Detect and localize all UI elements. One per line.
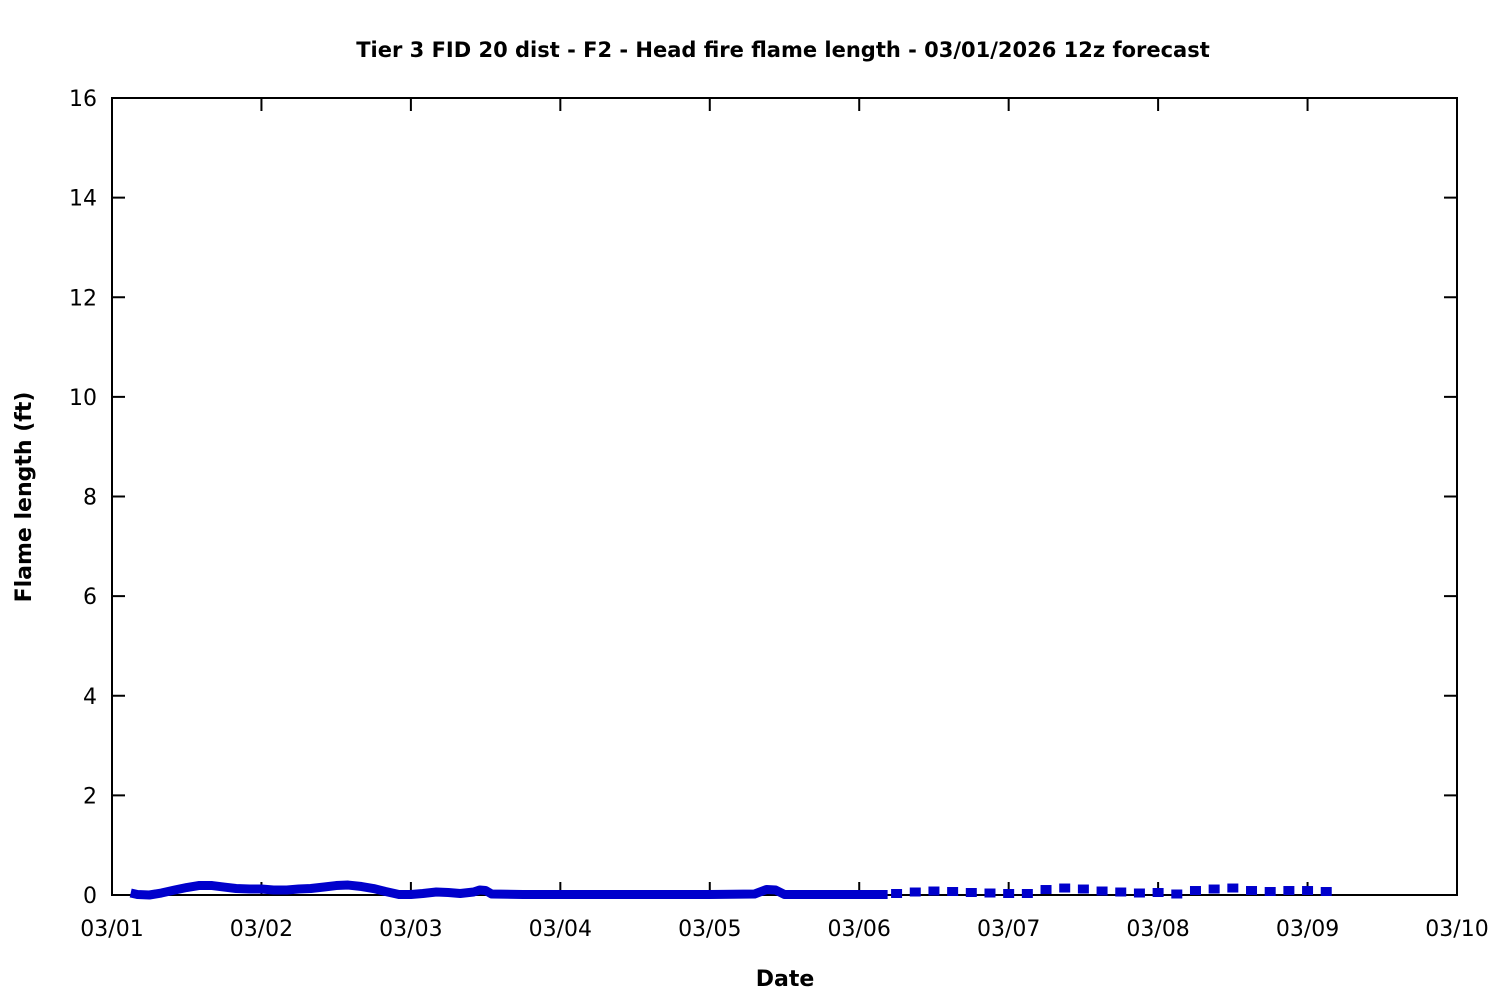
- forecast-flame-length-marker: [1227, 883, 1239, 893]
- forecast-flame-length-marker: [1115, 887, 1127, 897]
- x-tick-label: 03/04: [529, 917, 592, 942]
- y-tick-label: 16: [69, 87, 97, 112]
- forecast-flame-length-marker: [947, 887, 959, 897]
- y-tick-label: 2: [83, 784, 97, 809]
- y-axis-label: Flame length (ft): [12, 392, 37, 603]
- y-tick-label: 6: [83, 585, 97, 610]
- y-tick-label: 14: [69, 187, 97, 212]
- observed-flame-length-line: [129, 880, 888, 900]
- y-tick-label: 0: [83, 884, 97, 909]
- forecast-flame-length-marker: [1003, 889, 1015, 899]
- forecast-flame-length-marker: [1302, 886, 1314, 896]
- axes-layer: 03/01 03/02 03/03 03/04 03/05 03/06 03/07 03/08…: [69, 87, 1489, 942]
- forecast-flame-length-marker: [1283, 886, 1295, 896]
- x-tick-label: 03/05: [678, 917, 741, 942]
- x-axis-label: Date: [756, 967, 815, 992]
- forecast-flame-length-marker: [1208, 884, 1220, 894]
- x-tick-label: 03/10: [1425, 917, 1488, 942]
- x-tick-label: 03/06: [828, 917, 891, 942]
- x-tick-label: 03/08: [1126, 917, 1189, 942]
- forecast-flame-length-marker: [1096, 886, 1108, 896]
- y-tick-label: 8: [83, 486, 97, 511]
- x-tick-label: 03/07: [977, 917, 1040, 942]
- forecast-flame-length-marker: [1077, 884, 1089, 894]
- forecast-flame-length-marker: [1059, 883, 1071, 893]
- forecast-flame-length-marker: [1171, 889, 1183, 899]
- forecast-flame-length-marker: [1021, 889, 1033, 899]
- plot-border: [111, 97, 1458, 896]
- forecast-flame-length-marker: [965, 888, 977, 898]
- x-tick-label: 03/01: [80, 917, 143, 942]
- forecast-flame-length-marker: [1246, 886, 1258, 896]
- y-tick-label: 10: [69, 386, 97, 411]
- forecast-flame-length-marker: [1040, 885, 1052, 895]
- forecast-flame-length-marker: [1264, 887, 1276, 897]
- forecast-flame-length-marker: [909, 887, 921, 897]
- x-tick-label: 03/09: [1276, 917, 1339, 942]
- forecast-flame-length-marker: [1189, 886, 1201, 896]
- x-tick-label: 03/03: [379, 917, 442, 942]
- forecast-flame-length-marker: [891, 889, 903, 899]
- forecast-flame-length-marker: [1152, 888, 1164, 898]
- forecast-flame-length-marker: [928, 886, 940, 896]
- forecast-flame-length-marker: [984, 888, 996, 898]
- data-layer: [129, 880, 1332, 900]
- forecast-flame-length-marker: [1320, 887, 1332, 897]
- y-tick-label: 12: [69, 286, 97, 311]
- y-tick-label: 4: [83, 685, 97, 710]
- x-tick-label: 03/02: [230, 917, 293, 942]
- chart-title: Tier 3 FID 20 dist - F2 - Head fire flam…: [356, 38, 1210, 62]
- forecast-flame-length-marker: [1133, 888, 1145, 898]
